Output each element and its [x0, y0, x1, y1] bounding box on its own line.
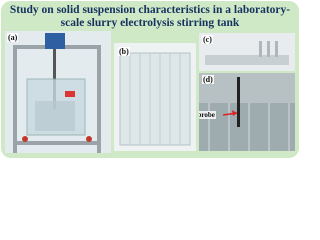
title-line: Study on solid suspension characteristic…	[9, 4, 291, 16]
photo-apparatus: (a)	[5, 31, 111, 153]
title-line: scale slurry electrolysis stirring tank	[60, 17, 240, 29]
photo-probe: (d) PC-6M probe	[199, 73, 295, 151]
panel-label: (b)	[118, 47, 130, 56]
graphical-abstract: Study on solid suspension characteristic…	[1, 1, 299, 158]
panel-label: (d)	[202, 75, 214, 84]
probe-drawing	[199, 73, 295, 151]
tank-drawing	[114, 43, 196, 151]
apparatus-drawing	[5, 31, 111, 153]
title: Study on solid suspension characteristic…	[1, 4, 299, 30]
panel-label: (a)	[7, 33, 19, 42]
panel-label: (c)	[202, 35, 213, 44]
photo-tank: (b)	[114, 43, 196, 151]
electrodes-drawing	[199, 33, 295, 71]
page: {"title": {"lines": ["Study on solid sus…	[0, 0, 300, 159]
probe-annotation: PC-6M probe	[199, 111, 216, 119]
photo-electrodes: (c)	[199, 33, 295, 71]
